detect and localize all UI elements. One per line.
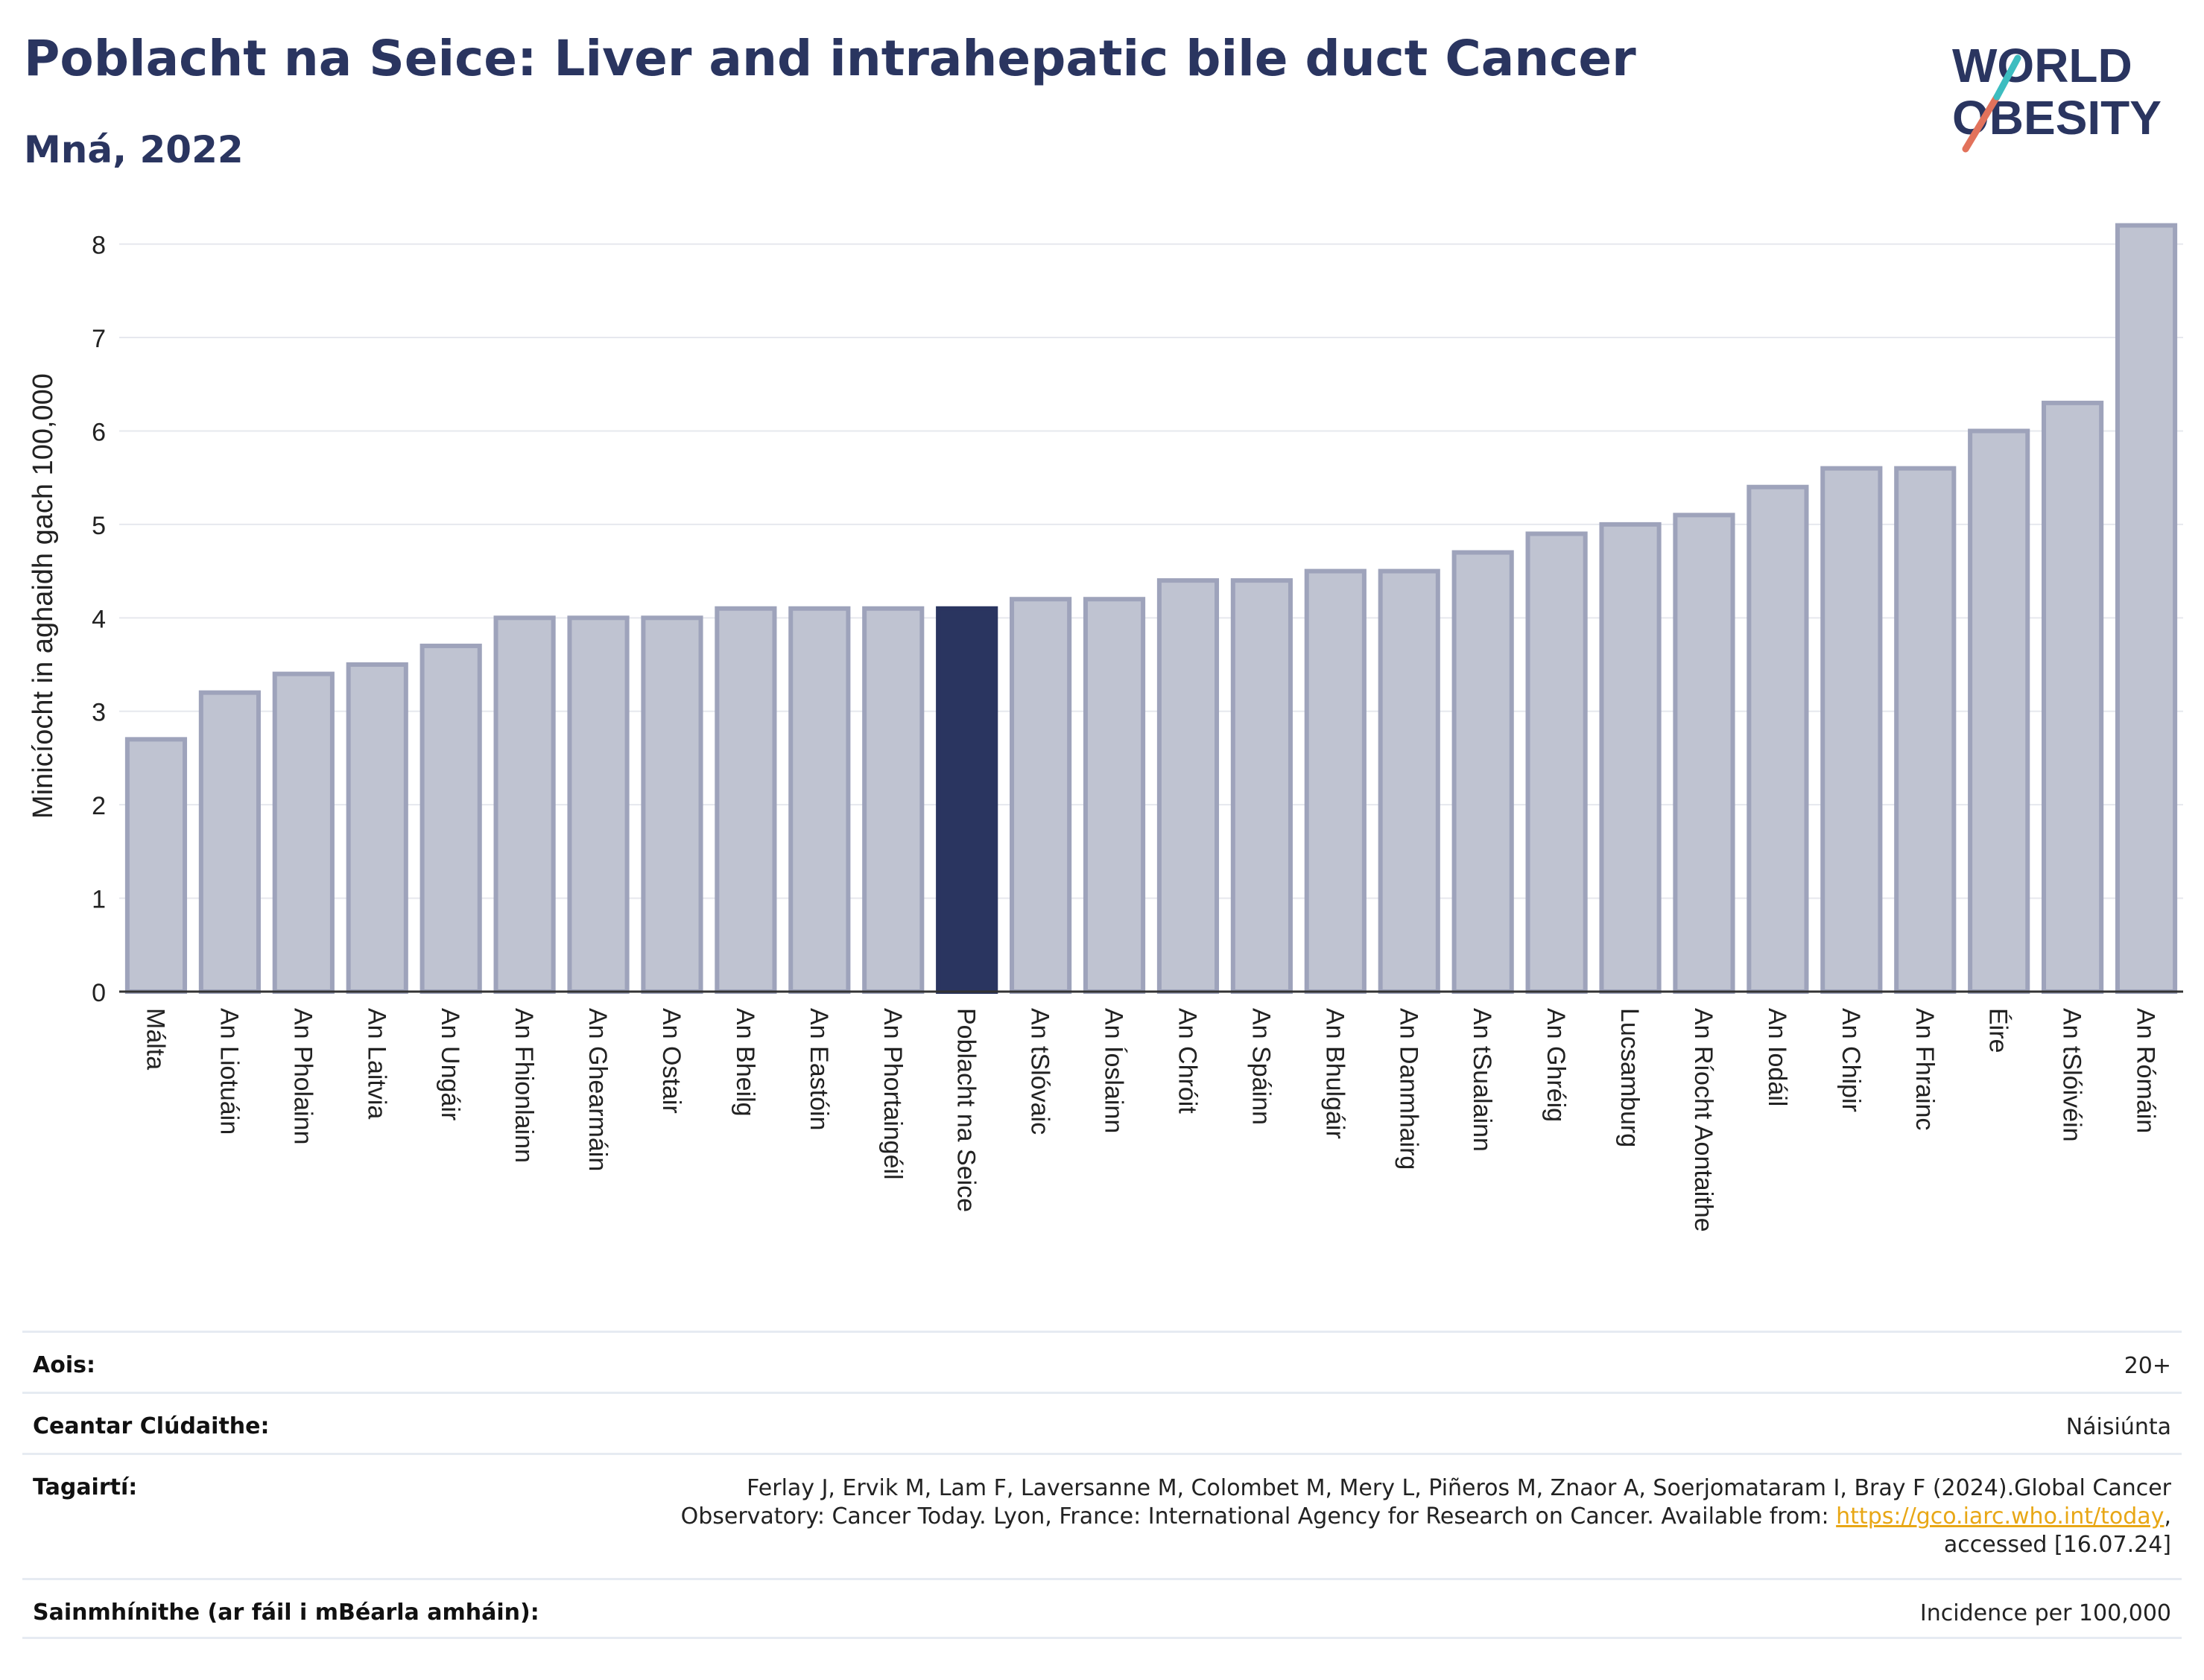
- y-tick-label: 2: [92, 792, 106, 820]
- references-label: Tagairtí:: [33, 1474, 138, 1500]
- bar-14: [1156, 578, 1220, 994]
- x-tick-label: An tSlóivéin: [2058, 1008, 2086, 1142]
- references-value: Ferlay J, Ervik M, Lam F, Laversanne M, …: [681, 1474, 2171, 1559]
- area-value: Náisiúnta: [2065, 1414, 2171, 1440]
- y-tick-label: 3: [92, 699, 106, 727]
- area-label: Ceantar Clúdaithe:: [33, 1413, 270, 1439]
- bar-13: [1083, 597, 1146, 994]
- y-tick-label: 6: [92, 418, 106, 446]
- x-tick-label: An Chróit: [1173, 1008, 1201, 1114]
- bar-0: [124, 737, 188, 994]
- metadata-table: Aois: 20+ Ceantar Clúdaithe: Náisiúnta T…: [22, 1331, 2182, 1639]
- reference-accessed: accessed [16.07.24]: [1943, 1532, 2171, 1558]
- definitions-label: Sainmhínithe (ar fáil i mBéarla amháin):: [33, 1600, 539, 1626]
- y-tick-label: 8: [92, 232, 106, 260]
- x-tick-label: Málta: [141, 1008, 169, 1070]
- x-tick-label: An tSualainn: [1468, 1008, 1496, 1152]
- y-tick-label: 0: [92, 979, 106, 1007]
- x-tick-label: An Phortaingéil: [878, 1008, 907, 1180]
- reference-link[interactable]: https://gco.iarc.who.int/today: [1836, 1503, 2165, 1530]
- x-tick-label: An Bhulgáir: [1320, 1008, 1349, 1139]
- bar-24: [1894, 466, 1957, 994]
- bar-17: [1378, 568, 1440, 994]
- bar-chart: 0 1 2 3 4 5 6 7 8 Málta An Liotuáin An Pholainn An L…: [28, 223, 2183, 1232]
- bar-10: [862, 606, 925, 994]
- y-tick-label: 5: [92, 512, 106, 540]
- bar-12: [1010, 597, 1072, 994]
- bar-15: [1230, 578, 1293, 994]
- bar-6: [567, 615, 630, 994]
- x-tick-label: An tSlóvaic: [1026, 1008, 1054, 1135]
- meta-row-age: Aois: 20+: [22, 1331, 2182, 1392]
- x-tick-label: An Rómáin: [2132, 1008, 2160, 1133]
- bar-1: [198, 690, 261, 994]
- bar-23: [1820, 466, 1883, 994]
- x-tick-label: An Fhrainc: [1910, 1008, 1939, 1130]
- x-tick-label: An Íoslainn: [1100, 1008, 1128, 1133]
- x-tick-label: An Ríocht Aontaithe: [1689, 1008, 1717, 1232]
- bars: [124, 223, 2178, 995]
- bar-5: [493, 615, 556, 994]
- chart-subtitle: Mná, 2022: [24, 128, 244, 171]
- x-tick-label: An Iodáil: [1763, 1008, 1791, 1106]
- chart-title: Poblacht na Seice: Liver and intrahepati…: [24, 30, 1636, 87]
- x-tick-label: An Pholainn: [288, 1008, 317, 1144]
- x-tick-label: An Liotuáin: [215, 1008, 243, 1135]
- bar-22: [1747, 484, 1809, 994]
- x-tick-label: An Laitvia: [362, 1008, 390, 1119]
- x-tick-label: An Spáinn: [1247, 1008, 1275, 1125]
- bar-8: [715, 606, 777, 994]
- bar-19: [1525, 531, 1588, 994]
- definitions-value: Incidence per 100,000: [1919, 1600, 2171, 1626]
- bar-16: [1304, 568, 1367, 994]
- age-value: 20+: [2124, 1353, 2171, 1379]
- x-tick-label: Éire: [1984, 1008, 2013, 1053]
- bar-27: [2115, 223, 2178, 995]
- meta-row-references: Tagairtí: Ferlay J, Ervik M, Lam F, Lave…: [22, 1453, 2182, 1578]
- x-tick-label: An Ungáir: [436, 1008, 464, 1120]
- x-tick-label: Lucsamburg: [1615, 1008, 1644, 1147]
- x-tick-label: Poblacht na Seice: [952, 1008, 981, 1212]
- bar-20: [1599, 522, 1662, 994]
- bar-9: [788, 606, 851, 994]
- bar-25: [1968, 428, 2030, 994]
- y-tick-label: 1: [92, 886, 106, 914]
- x-tick-label: An Eastóin: [805, 1008, 833, 1130]
- y-axis-label: Minicíocht in aghaidh gach 100,000: [28, 373, 59, 819]
- bar-11: [936, 606, 998, 994]
- logo-slash-coral: [1962, 93, 2001, 153]
- bar-4: [419, 643, 482, 994]
- bar-2: [272, 671, 335, 995]
- x-tick-label: An Bheilg: [731, 1008, 759, 1117]
- bar-21: [1673, 513, 1735, 994]
- logo-word-world: WORLD: [1952, 39, 2132, 92]
- reference-text-line2: Observatory: Cancer Today. Lyon, France:…: [680, 1503, 1837, 1530]
- x-tick-label: An Ostair: [657, 1008, 685, 1114]
- reference-text-line1: Ferlay J, Ervik M, Lam F, Laversanne M, …: [747, 1475, 2171, 1501]
- bar-7: [641, 615, 703, 994]
- logo-slash-teal: [1993, 54, 2021, 101]
- tick-labels: 0 1 2 3 4 5 6 7 8 Málta An Liotuáin An Pholainn An L…: [92, 232, 2159, 1232]
- x-tick-label: An Ghréig: [1542, 1008, 1570, 1122]
- world-obesity-logo: WORLD OBESITY: [1952, 39, 2162, 153]
- x-tick-label: An Chipir: [1837, 1008, 1865, 1112]
- meta-row-area: Ceantar Clúdaithe: Náisiúnta: [22, 1392, 2182, 1453]
- bar-18: [1451, 550, 1514, 994]
- y-tick-label: 4: [92, 605, 106, 633]
- x-tick-label: An Fhionlainn: [510, 1008, 538, 1163]
- bar-26: [2042, 400, 2104, 994]
- bar-3: [346, 662, 408, 994]
- y-tick-label: 7: [92, 325, 106, 353]
- meta-row-definitions: Sainmhínithe (ar fáil i mBéarla amháin):…: [22, 1578, 2182, 1639]
- reference-comma: ,: [2164, 1503, 2171, 1530]
- x-tick-label: An Ghearmáin: [583, 1008, 612, 1171]
- age-label: Aois:: [33, 1352, 95, 1378]
- x-tick-label: An Danmhairg: [1394, 1008, 1422, 1170]
